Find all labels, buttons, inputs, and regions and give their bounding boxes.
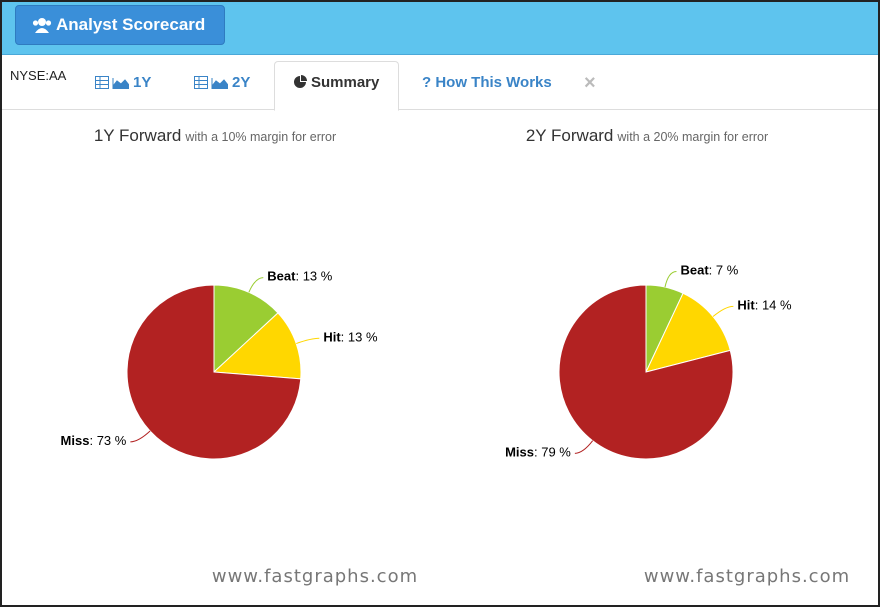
chart-heading: 1Y Forward with a 10% margin for error — [2, 126, 430, 146]
watermark: www.fastgraphs.com — [211, 566, 419, 587]
data-label: Beat: 7 % — [680, 263, 738, 278]
chart-title: 1Y Forward — [93, 126, 182, 145]
pie-slice — [212, 312, 302, 380]
data-label: Beat: 13 % — [267, 269, 332, 284]
category-label: Beat — [267, 269, 296, 284]
chart-heading: 2Y Forward with a 20% margin for error — [432, 126, 862, 146]
pie-slice — [213, 284, 279, 374]
separator: : — [709, 263, 716, 278]
value-label: 13 % — [348, 330, 378, 345]
value-label: 13 % — [303, 269, 333, 284]
category-label: Miss — [505, 445, 534, 460]
chart-subtitle: with a 20% margin for error — [617, 130, 769, 144]
chart-subtitle: with a 10% margin for error — [185, 130, 337, 144]
value-label: 7 % — [716, 263, 739, 278]
tab-how[interactable]: ? How This Works — [422, 55, 552, 109]
tab-label: 2Y — [232, 74, 251, 91]
ticker: NYSE:AA — [10, 68, 67, 83]
tab-2y[interactable]: 2Y — [194, 55, 250, 109]
active-tab-box — [274, 61, 399, 111]
tab-bar: NYSE:AA 1Y 2Y Summary ? How This Works × — [2, 55, 878, 111]
tab-label: 1Y — [133, 74, 152, 91]
header: Analyst Scorecard — [2, 2, 878, 55]
close-tab[interactable]: × — [584, 72, 596, 94]
category-label: Beat — [680, 263, 709, 278]
data-label: Miss: 79 % — [505, 445, 571, 460]
users-icon — [32, 18, 52, 33]
data-label: Miss: 73 % — [61, 433, 127, 448]
separator: : — [341, 330, 348, 345]
button-label: Analyst Scorecard — [56, 15, 206, 34]
connector — [130, 430, 151, 443]
value-label: 79 % — [541, 445, 571, 460]
tab-label: ? How This Works — [422, 74, 552, 91]
pie-slice — [558, 284, 734, 460]
connector — [712, 305, 734, 317]
value-label: 14 % — [762, 298, 792, 313]
scorecard-button[interactable]: Analyst Scorecard — [15, 5, 225, 45]
data-label: Hit: 14 % — [737, 298, 792, 313]
value-label: 73 % — [97, 433, 127, 448]
separator: : — [89, 433, 96, 448]
chart-title: 2Y Forward — [525, 126, 614, 145]
separator: : — [534, 445, 541, 460]
separator: : — [295, 269, 302, 284]
tab-label: Summary — [311, 74, 380, 91]
data-label: Hit: 13 % — [323, 330, 378, 345]
connector — [296, 337, 320, 345]
category-label: Hit — [737, 298, 755, 313]
tab-1y[interactable]: 1Y — [95, 55, 151, 109]
separator: : — [755, 298, 762, 313]
pie-icon — [294, 75, 307, 88]
connector — [574, 440, 594, 454]
connector — [664, 270, 677, 288]
watermark: www.fastgraphs.com — [643, 566, 851, 587]
category-label: Hit — [323, 330, 341, 345]
connector — [248, 277, 264, 293]
category-label: Miss — [61, 433, 90, 448]
tab-summary[interactable]: Summary — [293, 55, 379, 109]
